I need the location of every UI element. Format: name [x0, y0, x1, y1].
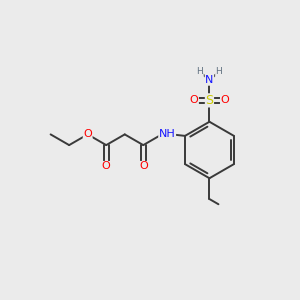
Text: O: O — [102, 161, 111, 172]
Text: O: O — [139, 161, 148, 172]
Text: O: O — [190, 95, 198, 105]
Text: H: H — [216, 67, 222, 76]
Text: NH: NH — [159, 129, 176, 140]
Text: N: N — [205, 75, 214, 85]
Text: S: S — [206, 94, 213, 107]
Text: H: H — [196, 67, 203, 76]
Text: O: O — [220, 95, 229, 105]
Text: O: O — [83, 129, 92, 140]
